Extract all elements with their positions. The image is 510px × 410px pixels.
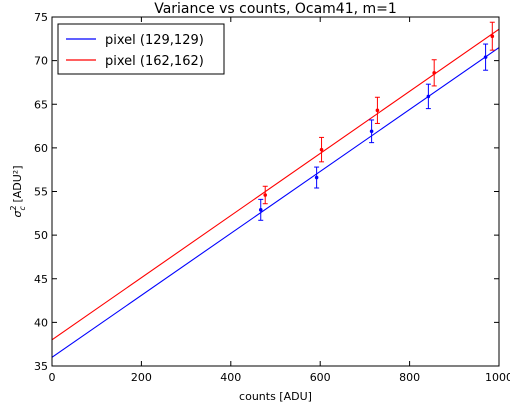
point-marker <box>432 71 436 75</box>
point-marker <box>314 175 319 180</box>
y-tick-label: 45 <box>34 273 48 286</box>
x-axis-label: counts [ADU] <box>239 390 312 403</box>
data-point-series-1 <box>374 96 380 124</box>
data-point-series-0 <box>314 166 320 189</box>
data-points-layer <box>258 21 495 221</box>
data-point-series-0 <box>258 198 264 221</box>
y-axis-label-superscript: 2 <box>9 205 18 210</box>
data-point-series-1 <box>319 136 325 163</box>
x-tick-label: 800 <box>399 371 420 384</box>
point-marker <box>483 55 488 59</box>
x-tick-label: 0 <box>49 371 56 384</box>
y-axis-label-subscript: c <box>18 205 27 210</box>
point-marker <box>263 193 268 197</box>
data-point-series-1 <box>489 21 495 51</box>
legend-box <box>57 23 225 75</box>
y-tick-label: 55 <box>34 186 48 199</box>
ticks-layer: 0 200 400 600 800 1000 35 40 45 50 55 60 65 70 75 <box>34 11 510 384</box>
fit-line-series-0 <box>52 47 499 358</box>
point-marker <box>375 108 380 113</box>
point-marker <box>369 129 374 134</box>
chart-title: Variance vs counts, Ocam41, m=1 <box>154 1 397 17</box>
fit-line-series-1 <box>52 28 499 341</box>
y-tick-label: 60 <box>34 142 48 155</box>
point-marker <box>490 34 495 38</box>
legend-label-series-1: pixel (162,162) <box>105 54 204 69</box>
y-tick-label: 50 <box>34 229 48 242</box>
y-tick-label: 65 <box>34 98 48 111</box>
data-point-series-0 <box>425 83 431 110</box>
legend-label-series-0: pixel (129,129) <box>105 33 204 48</box>
point-marker <box>258 208 263 212</box>
y-tick-label: 35 <box>34 360 48 373</box>
y-axis-label-symbol: σ <box>11 210 24 218</box>
point-marker <box>426 94 431 99</box>
x-tick-label: 200 <box>131 371 152 384</box>
legend: pixel (129,129) pixel (162,162) <box>57 23 225 75</box>
point-marker <box>319 147 324 152</box>
x-tick-label: 1000 <box>485 371 510 384</box>
x-tick-label: 600 <box>310 371 331 384</box>
y-tick-label: 75 <box>34 11 48 24</box>
y-axis-label-unit: [ADU²] <box>11 165 24 206</box>
data-point-series-1 <box>431 59 437 87</box>
data-point-series-0 <box>483 43 489 71</box>
y-tick-label: 40 <box>34 316 48 329</box>
y-tick-label: 70 <box>34 55 48 68</box>
x-tick-label: 400 <box>220 371 241 384</box>
y-axis-label: σ2c [ADU²] <box>9 165 27 217</box>
data-point-series-1 <box>262 185 268 205</box>
data-point-series-0 <box>369 119 375 144</box>
fit-lines-layer <box>52 28 499 358</box>
